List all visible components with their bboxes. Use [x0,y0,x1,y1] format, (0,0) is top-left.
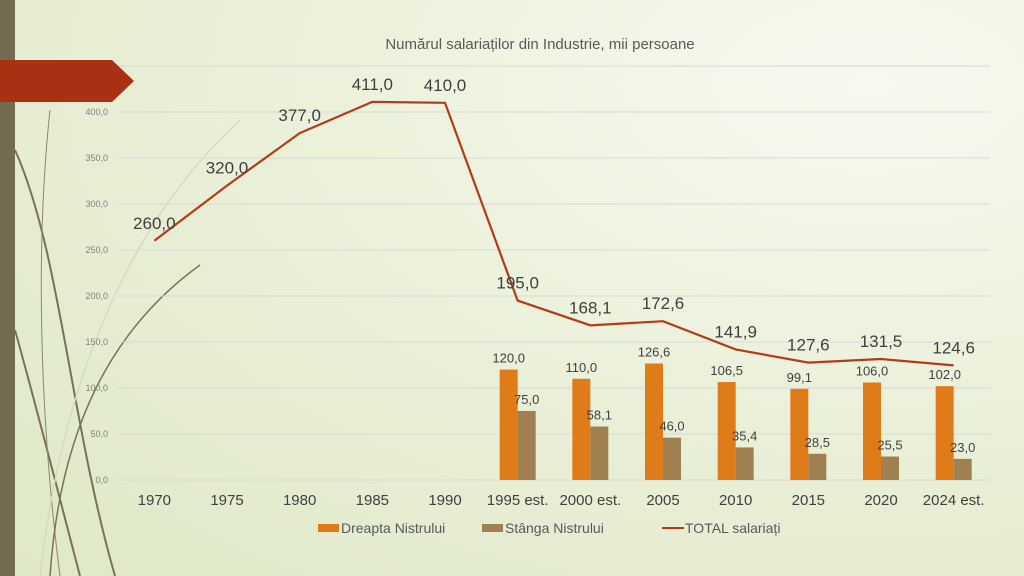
bar-data-label: 23,0 [950,440,975,455]
bar-data-label: 46,0 [659,419,684,434]
bar-stanga [590,426,609,480]
line-data-label: 377,0 [278,106,321,125]
y-tick-label: 100,0 [85,383,108,393]
bar-data-label: 35,4 [732,428,757,443]
line-data-label: 131,5 [860,332,903,351]
slide-left-bar [0,0,15,576]
x-tick-label: 2000 est. [559,492,621,509]
bar-stanga [517,411,536,480]
bar-data-label: 110,0 [566,360,598,375]
bar-stanga [808,453,827,480]
legend-label: Stânga Nistrului [505,520,604,536]
y-tick-label: 0,0 [95,475,108,485]
chart-title: Numărul salariaților din Industrie, mii … [385,36,694,53]
legend-swatch [318,524,339,532]
y-tick-label: 150,0 [85,337,108,347]
bar-data-label: 58,1 [587,408,612,423]
bar-stanga [663,437,681,480]
x-tick-label: 1985 [356,492,389,509]
x-tick-label: 1970 [138,492,171,509]
bar-dreapta [790,388,809,480]
y-tick-label: 400,0 [85,107,108,117]
bar-data-label: 102,0 [928,367,961,382]
line-data-label: 172,6 [642,294,685,313]
bar-data-label: 120,0 [492,351,525,366]
line-data-label: 124,6 [932,338,975,357]
x-tick-label: 2015 [792,492,825,509]
slide-banner-arrow [0,60,134,102]
bar-dreapta [499,369,518,480]
line-data-label: 411,0 [352,75,393,94]
line-total [153,100,954,367]
y-tick-label: 50,0 [90,429,108,439]
line-data-label: 168,1 [569,298,612,317]
decorative-curves [14,109,241,576]
bar-data-label: 126,6 [638,345,671,360]
bar-data-label: 99,1 [787,370,812,385]
y-tick-label: 250,0 [85,245,108,255]
x-tick-label: 2010 [719,492,752,509]
legend-label: TOTAL salariați [685,520,780,536]
bar-dreapta [863,382,881,480]
bar-data-label: 25,5 [877,438,902,453]
y-tick-label: 300,0 [85,199,108,209]
bar-data-label: 106,5 [710,363,743,378]
legend-swatch [482,524,503,532]
x-tick-label: 1990 [428,492,461,509]
line-data-label: 141,9 [714,322,757,341]
y-tick-label: 200,0 [85,291,108,301]
bar-stanga [953,458,972,480]
bar-dreapta [717,382,736,480]
line-data-label: 127,6 [787,336,830,355]
x-tick-label: 1995 est. [487,492,549,509]
bar-data-label: 106,0 [856,363,889,378]
legend-label: Dreapta Nistrului [341,520,445,536]
line-data-label: 320,0 [206,159,249,178]
x-tick-label: 1975 [210,492,243,509]
bar-data-label: 28,5 [805,435,830,450]
x-tick-label: 2024 est. [923,492,985,509]
x-tick-label: 2020 [864,492,897,509]
line-data-label: 260,0 [133,214,176,233]
line-data-label: 410,0 [424,76,467,95]
x-tick-label: 1980 [283,492,316,509]
x-tick-label: 2005 [646,492,679,509]
bar-dreapta [645,363,663,480]
y-tick-label: 350,0 [85,153,108,163]
bar-data-label: 75,0 [514,392,539,407]
bar-dreapta [935,386,954,480]
bar-dreapta [572,378,591,480]
line-data-label: 195,0 [496,274,539,293]
bar-stanga [735,447,754,480]
bar-stanga [881,456,899,480]
